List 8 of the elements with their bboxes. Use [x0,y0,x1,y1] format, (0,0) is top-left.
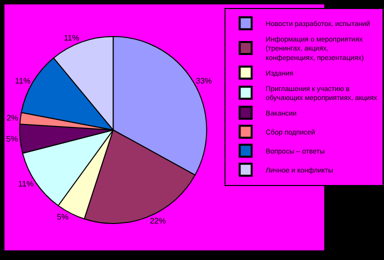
data-label: 11% [18,179,34,188]
data-label: 22% [150,216,166,226]
data-label: 11% [64,34,80,43]
data-label: 5% [6,134,18,144]
data-label: 5% [56,212,68,222]
data-label: 11% [15,76,30,86]
data-label: 2% [6,114,18,123]
data-label: 33% [196,76,212,86]
